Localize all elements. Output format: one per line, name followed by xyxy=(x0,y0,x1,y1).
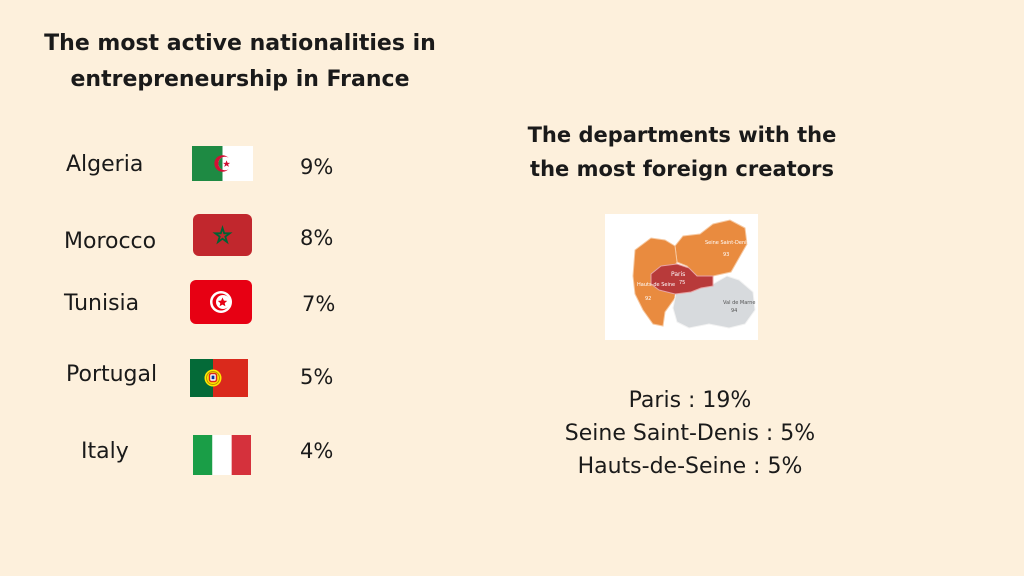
country-name-italy: Italy xyxy=(81,439,129,464)
country-name-algeria: Algeria xyxy=(66,152,144,177)
right-title: The departments with the the most foreig… xyxy=(500,118,864,186)
percent-portugal: 5% xyxy=(300,365,334,389)
stat-hauts-de-seine: Hauts-de-Seine : 5% xyxy=(577,454,803,479)
map-code-seine-saint-denis: 93 xyxy=(723,252,729,258)
map-label-seine-saint-denis: Seine Saint-Denis xyxy=(705,240,750,246)
map-label-val-de-marne: Val de Marne xyxy=(723,300,756,306)
country-name-morocco: Morocco xyxy=(64,229,157,254)
map-code-val-de-marne: 94 xyxy=(731,308,737,314)
right-title-line-1: The departments with the xyxy=(527,123,837,147)
percent-tunisia: 7% xyxy=(302,292,336,316)
tunisia-flag-icon xyxy=(190,280,252,324)
percent-algeria: 9% xyxy=(300,155,334,179)
left-title: The most active nationalities in entrepr… xyxy=(30,26,450,98)
left-title-line-1: The most active nationalities in xyxy=(44,31,436,56)
right-title-line-2: the most foreign creators xyxy=(530,157,834,181)
stat-paris: Paris : 19% xyxy=(628,388,752,413)
paris-region-map: Paris 75 Seine Saint-Denis 93 Hauts-de S… xyxy=(605,214,758,340)
map-code-hauts-de-seine: 92 xyxy=(645,296,651,302)
portugal-flag-icon xyxy=(190,359,248,397)
algeria-flag-icon xyxy=(192,146,253,181)
percent-morocco: 8% xyxy=(300,226,334,250)
map-paris xyxy=(650,263,714,295)
morocco-flag-icon xyxy=(193,214,252,256)
percent-italy: 4% xyxy=(300,439,334,463)
country-name-tunisia: Tunisia xyxy=(64,291,140,316)
map-label-hauts-de-seine: Hauts-de Seine xyxy=(637,282,675,288)
left-title-line-2: entrepreneurship in France xyxy=(70,67,410,92)
italy-flag-icon xyxy=(193,435,251,475)
stat-seine-saint-denis: Seine Saint-Denis : 5% xyxy=(564,421,816,446)
department-stats: Paris : 19% Seine Saint-Denis : 5% Hauts… xyxy=(540,384,840,483)
map-label-paris: Paris xyxy=(671,271,685,278)
country-name-portugal: Portugal xyxy=(66,362,158,387)
map-code-paris: 75 xyxy=(679,280,685,286)
